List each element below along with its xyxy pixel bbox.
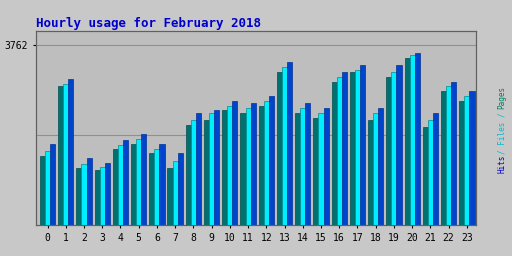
Bar bbox=[337, 77, 342, 225]
Text: Hourly usage for February 2018: Hourly usage for February 2018 bbox=[36, 17, 261, 29]
Bar bbox=[282, 67, 287, 225]
Bar bbox=[105, 163, 110, 225]
Bar bbox=[227, 105, 232, 225]
Bar bbox=[178, 153, 183, 225]
Bar bbox=[368, 120, 373, 225]
Bar bbox=[113, 149, 118, 225]
Bar bbox=[131, 144, 136, 225]
Bar bbox=[350, 72, 355, 225]
Bar bbox=[396, 65, 401, 225]
Bar bbox=[241, 113, 246, 225]
Bar bbox=[259, 105, 264, 225]
Bar bbox=[45, 151, 50, 225]
Bar bbox=[191, 120, 196, 225]
Bar bbox=[441, 91, 446, 225]
Bar bbox=[433, 113, 438, 225]
Bar bbox=[404, 58, 410, 225]
Bar bbox=[209, 113, 214, 225]
Bar bbox=[123, 140, 128, 225]
Bar bbox=[196, 113, 201, 225]
Bar bbox=[287, 62, 292, 225]
Text: / Files /: / Files / bbox=[497, 112, 506, 154]
Bar bbox=[415, 53, 420, 225]
Bar bbox=[167, 168, 173, 225]
Bar bbox=[264, 101, 269, 225]
Text: Pages: Pages bbox=[497, 86, 506, 109]
Bar bbox=[222, 110, 227, 225]
Bar bbox=[300, 108, 305, 225]
Bar bbox=[318, 113, 324, 225]
Bar bbox=[159, 144, 164, 225]
Bar bbox=[423, 127, 428, 225]
Bar bbox=[410, 55, 415, 225]
Bar bbox=[246, 108, 250, 225]
Bar bbox=[342, 72, 347, 225]
Bar bbox=[373, 113, 378, 225]
Bar bbox=[141, 134, 146, 225]
Bar bbox=[95, 170, 100, 225]
Bar bbox=[295, 113, 300, 225]
Bar bbox=[305, 103, 310, 225]
Bar bbox=[250, 103, 255, 225]
Bar bbox=[63, 84, 68, 225]
Bar bbox=[269, 96, 274, 225]
Bar bbox=[428, 120, 433, 225]
Bar bbox=[186, 125, 191, 225]
Text: Hits: Hits bbox=[497, 155, 506, 173]
Bar bbox=[451, 82, 456, 225]
Bar bbox=[149, 153, 154, 225]
Bar bbox=[154, 149, 159, 225]
Bar bbox=[50, 144, 55, 225]
Bar bbox=[232, 101, 238, 225]
Bar bbox=[386, 77, 391, 225]
Bar bbox=[459, 101, 464, 225]
Bar bbox=[313, 118, 318, 225]
Bar bbox=[100, 167, 105, 225]
Bar bbox=[378, 108, 383, 225]
Bar bbox=[76, 168, 81, 225]
Bar bbox=[470, 91, 475, 225]
Bar bbox=[87, 158, 92, 225]
Bar bbox=[204, 120, 209, 225]
Bar bbox=[118, 145, 123, 225]
Bar bbox=[40, 156, 45, 225]
Bar bbox=[58, 87, 63, 225]
Bar bbox=[324, 108, 329, 225]
Bar bbox=[136, 139, 141, 225]
Bar bbox=[214, 110, 219, 225]
Bar bbox=[446, 87, 451, 225]
Bar bbox=[391, 72, 396, 225]
Bar bbox=[173, 161, 178, 225]
Bar bbox=[332, 82, 337, 225]
Bar bbox=[81, 164, 87, 225]
Bar bbox=[464, 96, 470, 225]
Bar bbox=[355, 70, 360, 225]
Bar bbox=[360, 65, 365, 225]
Bar bbox=[68, 79, 73, 225]
Bar bbox=[277, 72, 282, 225]
